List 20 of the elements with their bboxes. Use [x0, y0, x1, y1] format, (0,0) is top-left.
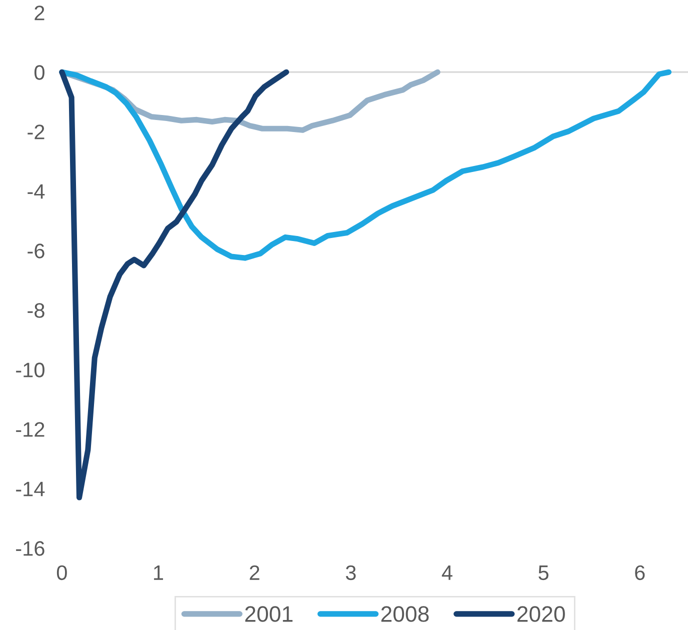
y-tick-label: 0: [34, 65, 44, 80]
y-tick-label: -14: [16, 482, 45, 496]
x-tick-label: 5: [538, 566, 548, 580]
x-tick-label: 2: [250, 565, 260, 580]
y-tick-label: -16: [16, 541, 44, 556]
legend-label: 2020: [517, 606, 565, 622]
x-tick-label: 4: [442, 566, 452, 580]
y-tick-label: -8: [28, 303, 44, 318]
x-tick-label: 1: [154, 566, 164, 580]
legend-label: 2001: [245, 606, 292, 622]
legend-label: 2008: [381, 606, 429, 622]
y-tick-label: -2: [28, 124, 44, 140]
y-tick-label: 2: [34, 6, 44, 20]
x-tick-label: 6: [635, 565, 645, 580]
x-tick-label: 0: [56, 565, 67, 580]
y-tick-label: -6: [28, 244, 44, 258]
x-tick-label: 3: [346, 565, 356, 580]
y-tick-label: -12: [16, 422, 44, 437]
y-tick-label: -4: [28, 184, 45, 199]
y-tick-label: -10: [16, 362, 44, 378]
